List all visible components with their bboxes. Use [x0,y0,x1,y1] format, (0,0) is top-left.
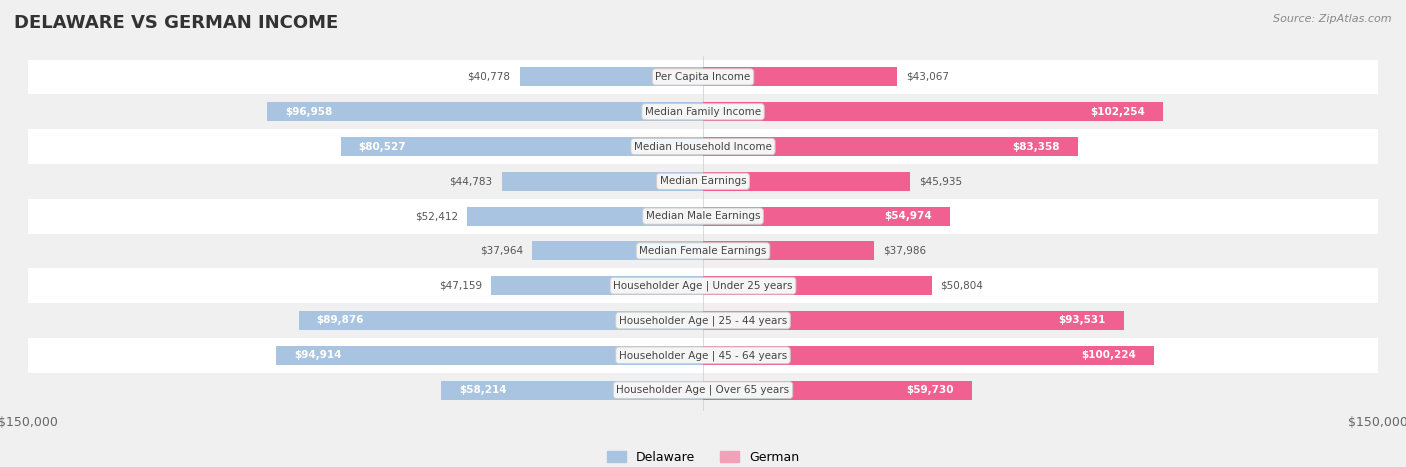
Text: Median Male Earnings: Median Male Earnings [645,211,761,221]
Bar [703,206,950,226]
Text: $40,778: $40,778 [468,72,510,82]
Bar [267,102,703,121]
Text: $59,730: $59,730 [907,385,953,395]
Bar [703,172,910,191]
Text: $37,986: $37,986 [883,246,927,256]
Text: $44,783: $44,783 [450,177,492,186]
Bar [28,269,1378,303]
Bar [703,241,875,261]
Bar [28,94,1378,129]
Text: Per Capita Income: Per Capita Income [655,72,751,82]
Bar [520,67,703,86]
Bar [441,381,703,400]
Text: $89,876: $89,876 [316,316,364,325]
Text: $93,531: $93,531 [1059,316,1105,325]
Bar [28,164,1378,198]
Bar [276,346,703,365]
Text: $52,412: $52,412 [415,211,458,221]
Bar [502,172,703,191]
Text: Median Household Income: Median Household Income [634,142,772,151]
Bar [28,59,1378,94]
Text: $102,254: $102,254 [1090,107,1144,117]
Text: Householder Age | 45 - 64 years: Householder Age | 45 - 64 years [619,350,787,361]
Text: $50,804: $50,804 [941,281,983,290]
Text: $96,958: $96,958 [285,107,332,117]
Bar [491,276,703,295]
Bar [28,338,1378,373]
Text: $37,964: $37,964 [479,246,523,256]
Text: $43,067: $43,067 [905,72,949,82]
Text: Source: ZipAtlas.com: Source: ZipAtlas.com [1274,14,1392,24]
Text: $100,224: $100,224 [1081,350,1136,360]
Bar [703,276,932,295]
Text: $54,974: $54,974 [884,211,932,221]
Bar [340,137,703,156]
Text: $83,358: $83,358 [1012,142,1060,151]
Text: Median Family Income: Median Family Income [645,107,761,117]
Bar [28,373,1378,408]
Text: Householder Age | 25 - 44 years: Householder Age | 25 - 44 years [619,315,787,326]
Bar [703,67,897,86]
Bar [298,311,703,330]
Bar [467,206,703,226]
Bar [703,102,1163,121]
Bar [28,234,1378,269]
Bar [703,381,972,400]
Text: Median Earnings: Median Earnings [659,177,747,186]
Text: $47,159: $47,159 [439,281,482,290]
Text: $58,214: $58,214 [460,385,506,395]
Bar [28,129,1378,164]
Bar [28,198,1378,234]
Bar [28,303,1378,338]
Bar [703,346,1154,365]
Bar [703,137,1078,156]
Text: $45,935: $45,935 [918,177,962,186]
Text: $80,527: $80,527 [359,142,406,151]
Bar [533,241,703,261]
Text: Median Female Earnings: Median Female Earnings [640,246,766,256]
Text: $94,914: $94,914 [294,350,342,360]
Text: Householder Age | Over 65 years: Householder Age | Over 65 years [616,385,790,396]
Legend: Delaware, German: Delaware, German [602,446,804,467]
Text: DELAWARE VS GERMAN INCOME: DELAWARE VS GERMAN INCOME [14,14,339,32]
Text: Householder Age | Under 25 years: Householder Age | Under 25 years [613,281,793,291]
Bar [703,311,1123,330]
